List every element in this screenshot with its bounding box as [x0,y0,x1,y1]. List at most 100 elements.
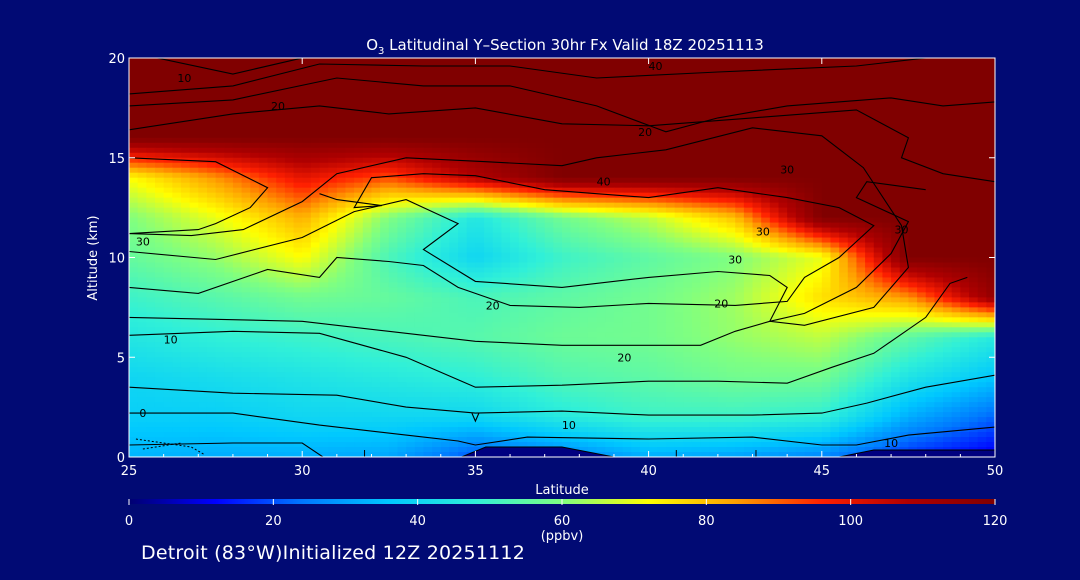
heatmap-cell [345,212,355,219]
heatmap-cell [345,207,355,214]
heatmap-cell [856,177,866,184]
heatmap-cell [198,137,208,144]
heatmap-cell [180,167,191,174]
heatmap-cell [137,72,147,79]
heatmap-cell [934,262,944,269]
heatmap-cell [587,132,598,139]
heatmap-cell [319,142,329,149]
heatmap-cell [700,172,710,179]
heatmap-cell [908,72,918,79]
heatmap-cell [960,87,970,94]
heatmap-cell [458,212,468,219]
heatmap-cell [605,297,615,303]
heatmap-cell [925,192,935,199]
heatmap-cell [345,62,355,69]
heatmap-cell [986,157,995,164]
heatmap-cell [172,237,182,244]
heatmap-cell [847,292,858,298]
heatmap-cell [691,207,702,214]
heatmap-cell [380,97,390,104]
heatmap-cell [458,122,468,129]
heatmap-cell [146,222,156,229]
heatmap-cell [276,137,286,144]
heatmap-cell [397,222,407,229]
heatmap-cell [544,237,554,244]
heatmap-cell [510,67,520,74]
heatmap-cell [951,167,961,174]
heatmap-cell [354,92,364,99]
heatmap-cell [241,58,251,64]
heatmap-cell [336,87,347,94]
heatmap-cell [570,92,580,99]
heatmap-cell [354,227,364,234]
heatmap-cell [224,87,234,94]
heatmap-cell [293,232,303,239]
heatmap-cell [293,152,303,159]
heatmap-cell [198,77,208,84]
heatmap-cell [648,292,658,298]
heatmap-cell [856,58,866,64]
heatmap-cell [925,217,935,224]
heatmap-cell [388,212,399,219]
heatmap-cell [284,202,295,209]
heatmap-cell [622,227,632,234]
heatmap-cell [977,222,987,229]
heatmap-cell [250,117,260,124]
heatmap-cell [700,297,710,303]
heatmap-cell [917,157,927,164]
heatmap-cell [180,132,191,139]
heatmap-cell [674,182,684,189]
heatmap-cell [527,122,537,129]
heatmap-cell [821,157,832,164]
heatmap-cell [501,202,511,209]
heatmap-cell [709,177,719,184]
heatmap-cell [302,92,312,99]
heatmap-cell [172,77,182,84]
heatmap-cell [527,72,537,79]
heatmap-cell [484,202,494,209]
heatmap-cell [475,262,485,269]
heatmap-cell [882,162,892,169]
heatmap-cell [847,102,858,109]
heatmap-cell [873,112,884,119]
heatmap-cell [189,272,199,279]
heatmap-cell [276,227,286,234]
heatmap-cell [129,292,139,298]
heatmap-cell [899,157,909,164]
heatmap-cell [336,137,347,144]
heatmap-cell [293,252,303,259]
heatmap-cell [206,137,217,144]
heatmap-cell [683,252,693,259]
heatmap-cell [406,87,416,94]
heatmap-cell [622,172,632,179]
heatmap-cell [440,167,451,174]
heatmap-cell [813,127,823,134]
heatmap-cell [267,167,277,174]
heatmap-cell [752,127,762,134]
heatmap-cell [501,282,511,289]
heatmap-cell [934,272,944,279]
heatmap-cell [570,257,580,264]
heatmap-cell [631,282,641,289]
heatmap-cell [345,122,355,129]
heatmap-cell [700,97,710,104]
heatmap-cell [510,257,520,264]
heatmap-cell [284,107,295,114]
heatmap-cell [899,177,909,184]
heatmap-cell [129,252,139,259]
heatmap-cell [726,252,736,259]
heatmap-cell [518,277,528,284]
heatmap-cell [129,287,139,294]
heatmap-cell [977,297,987,303]
heatmap-cell [172,117,182,124]
heatmap-cell [371,147,381,154]
heatmap-cell [752,272,762,279]
heatmap-cell [492,147,502,154]
heatmap-cell [293,207,303,214]
heatmap-cell [154,137,165,144]
heatmap-cell [501,182,511,189]
heatmap-cell [726,117,736,124]
heatmap-cell [899,92,909,99]
heatmap-cell [769,252,780,259]
heatmap-cell [319,207,329,214]
